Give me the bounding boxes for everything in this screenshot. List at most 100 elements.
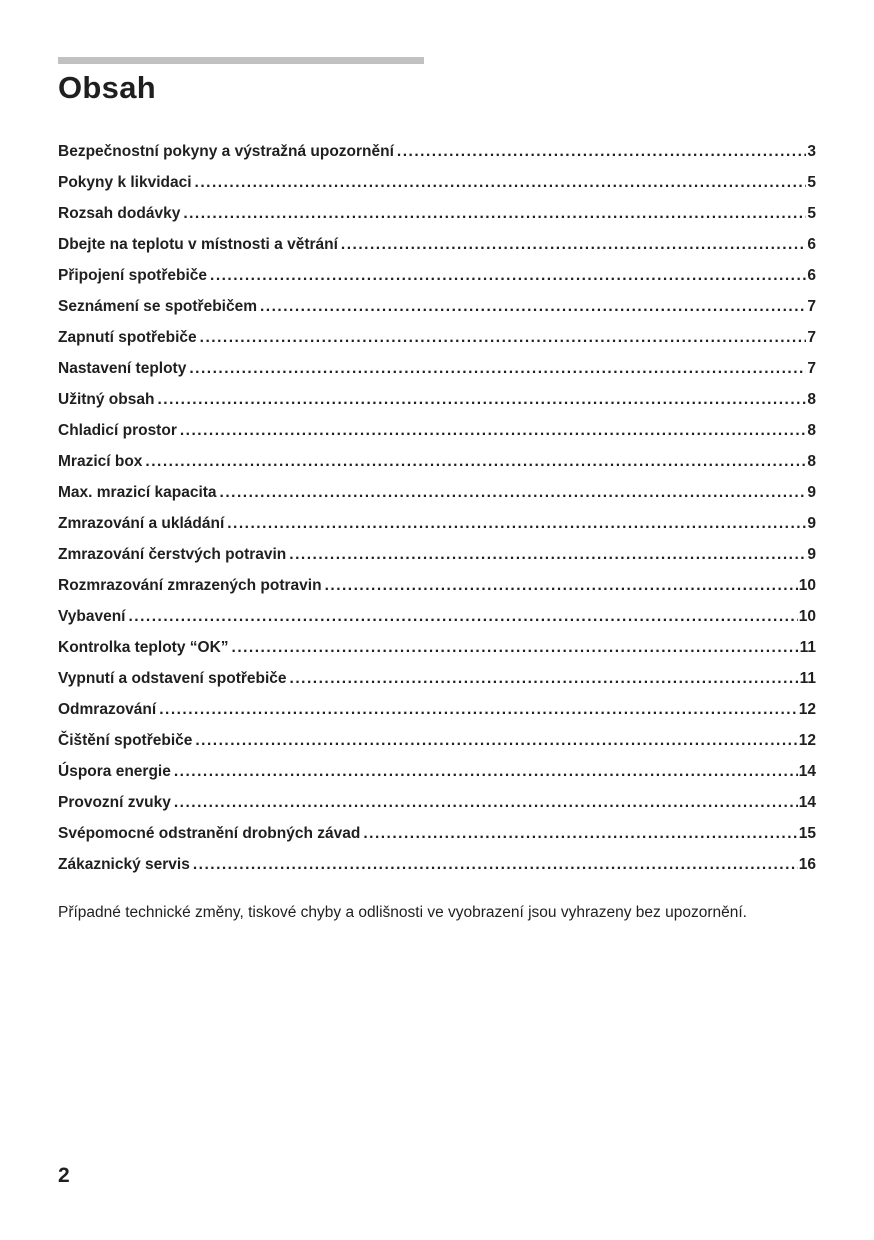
toc-entry: Čištění spotřebiče .....................… <box>58 725 816 756</box>
toc-entry: Zapnutí spotřebiče .....................… <box>58 322 816 353</box>
toc-entry-label: Zmrazování čerstvých potravin <box>58 546 287 563</box>
toc-entry-label: Nastavení teploty <box>58 360 187 377</box>
toc-entry: Rozsah dodávky .........................… <box>58 198 816 229</box>
toc-entry-page: 14 <box>798 763 816 780</box>
toc-entry-page: 5 <box>807 174 816 191</box>
toc-leader-dots: ........................................… <box>189 360 806 377</box>
footer-note: Případné technické změny, tiskové chyby … <box>58 904 747 921</box>
toc-entry-label: Mrazicí box <box>58 453 143 470</box>
toc-entry: Nastavení teploty ......................… <box>58 353 816 384</box>
page-content: Obsah Bezpečnostní pokyny a výstražná up… <box>0 57 874 924</box>
toc-entry: Rozmrazování zmrazených potravin .......… <box>58 570 816 601</box>
toc-entry: Provozní zvuky .........................… <box>58 787 816 818</box>
toc-entry-label: Úspora energie <box>58 763 171 780</box>
toc-entry: Chladicí prostor .......................… <box>58 415 816 446</box>
toc-leader-dots: ........................................… <box>210 267 807 284</box>
toc-leader-dots: ........................................… <box>194 174 807 191</box>
title-rule <box>58 57 424 64</box>
toc-entry-page: 9 <box>807 484 816 501</box>
toc-entry: Pokyny k likvidaci .....................… <box>58 167 816 198</box>
toc-entry-label: Svépomocné odstranění drobných závad <box>58 825 361 842</box>
toc-entry-label: Čištění spotřebiče <box>58 732 193 749</box>
toc-entry-page: 3 <box>807 143 816 160</box>
toc-entry-page: 14 <box>798 794 816 811</box>
toc-entry: Dbejte na teplotu v místnosti a větrání … <box>58 229 816 260</box>
toc-entry-label: Rozmrazování zmrazených potravin <box>58 577 322 594</box>
toc-entry-label: Chladicí prostor <box>58 422 177 439</box>
toc-entry-page: 7 <box>807 360 816 377</box>
toc-leader-dots: ........................................… <box>145 453 806 470</box>
toc-entry-page: 15 <box>798 825 816 842</box>
toc-leader-dots: ........................................… <box>159 701 798 718</box>
toc-entry: Odmrazování ............................… <box>58 694 816 725</box>
toc-leader-dots: ........................................… <box>183 205 806 222</box>
toc-leader-dots: ........................................… <box>289 546 807 563</box>
toc-leader-dots: ........................................… <box>157 391 807 408</box>
toc-entry-page: 8 <box>807 453 816 470</box>
toc-entry-label: Rozsah dodávky <box>58 205 181 222</box>
toc-entry: Bezpečnostní pokyny a výstražná upozorně… <box>58 136 816 167</box>
toc-leader-dots: ........................................… <box>289 670 799 687</box>
toc-entry: Svépomocné odstranění drobných závad ...… <box>58 818 816 849</box>
toc-leader-dots: ........................................… <box>227 515 807 532</box>
toc-entry-page: 10 <box>798 608 816 625</box>
toc-entry-label: Užitný obsah <box>58 391 155 408</box>
toc-entry: Užitný obsah ...........................… <box>58 384 816 415</box>
toc-leader-dots: ........................................… <box>340 236 806 253</box>
toc-leader-dots: ........................................… <box>179 422 807 439</box>
toc-entry: Připojení spotřebiče ...................… <box>58 260 816 291</box>
toc-entry: Seznámení se spotřebičem ...............… <box>58 291 816 322</box>
toc-leader-dots: ........................................… <box>396 143 806 160</box>
toc-entry-page: 12 <box>798 701 816 718</box>
toc-entry-page: 7 <box>807 329 816 346</box>
toc-entry-label: Pokyny k likvidaci <box>58 174 192 191</box>
toc-leader-dots: ........................................… <box>363 825 798 842</box>
toc-entry-page: 9 <box>807 515 816 532</box>
toc-leader-dots: ........................................… <box>195 732 797 749</box>
toc-leader-dots: ........................................… <box>231 639 799 656</box>
toc-entry-label: Provozní zvuky <box>58 794 171 811</box>
toc-entry: Úspora energie .........................… <box>58 756 816 787</box>
toc-entry: Zmrazování a ukládání ..................… <box>58 508 816 539</box>
toc-entry: Zmrazování čerstvých potravin ..........… <box>58 539 816 570</box>
toc-entry-label: Max. mrazicí kapacita <box>58 484 217 501</box>
toc-entry-page: 10 <box>798 577 816 594</box>
page-number: 2 <box>58 1164 70 1187</box>
toc-leader-dots: ........................................… <box>173 794 798 811</box>
toc-entry: Max. mrazicí kapacita ..................… <box>58 477 816 508</box>
toc-entry-label: Dbejte na teplotu v místnosti a větrání <box>58 236 338 253</box>
toc-entry-label: Seznámení se spotřebičem <box>58 298 257 315</box>
toc-list: Bezpečnostní pokyny a výstražná upozorně… <box>58 136 816 880</box>
toc-entry: Vybavení ...............................… <box>58 601 816 632</box>
toc-entry-page: 8 <box>807 391 816 408</box>
toc-entry-label: Zapnutí spotřebiče <box>58 329 197 346</box>
toc-entry: Mrazicí box ............................… <box>58 446 816 477</box>
toc-entry-page: 12 <box>798 732 816 749</box>
toc-entry-page: 5 <box>807 205 816 222</box>
toc-entry: Kontrolka teploty “OK” .................… <box>58 632 816 663</box>
toc-entry-page: 16 <box>798 856 816 873</box>
toc-entry-label: Zákaznický servis <box>58 856 190 873</box>
toc-entry-page: 11 <box>799 670 816 687</box>
page-title: Obsah <box>58 70 156 105</box>
toc-entry-label: Vypnutí a odstavení spotřebiče <box>58 670 287 687</box>
toc-entry-page: 6 <box>807 236 816 253</box>
toc-entry-page: 11 <box>799 639 816 656</box>
toc-leader-dots: ........................................… <box>199 329 807 346</box>
toc-leader-dots: ........................................… <box>173 763 798 780</box>
toc-entry-label: Připojení spotřebiče <box>58 267 208 284</box>
toc-entry-label: Odmrazování <box>58 701 157 718</box>
toc-entry-page: 9 <box>807 546 816 563</box>
toc-entry-label: Vybavení <box>58 608 126 625</box>
toc-entry-label: Bezpečnostní pokyny a výstražná upozorně… <box>58 143 394 160</box>
toc-leader-dots: ........................................… <box>192 856 798 873</box>
toc-entry: Vypnutí a odstavení spotřebiče .........… <box>58 663 816 694</box>
toc-leader-dots: ........................................… <box>260 298 807 315</box>
toc-entry-label: Zmrazování a ukládání <box>58 515 225 532</box>
toc-leader-dots: ........................................… <box>128 608 798 625</box>
toc-entry-label: Kontrolka teploty “OK” <box>58 639 229 656</box>
toc-entry: Zákaznický servis ......................… <box>58 849 816 880</box>
toc-leader-dots: ........................................… <box>219 484 807 501</box>
toc-entry-page: 7 <box>807 298 816 315</box>
